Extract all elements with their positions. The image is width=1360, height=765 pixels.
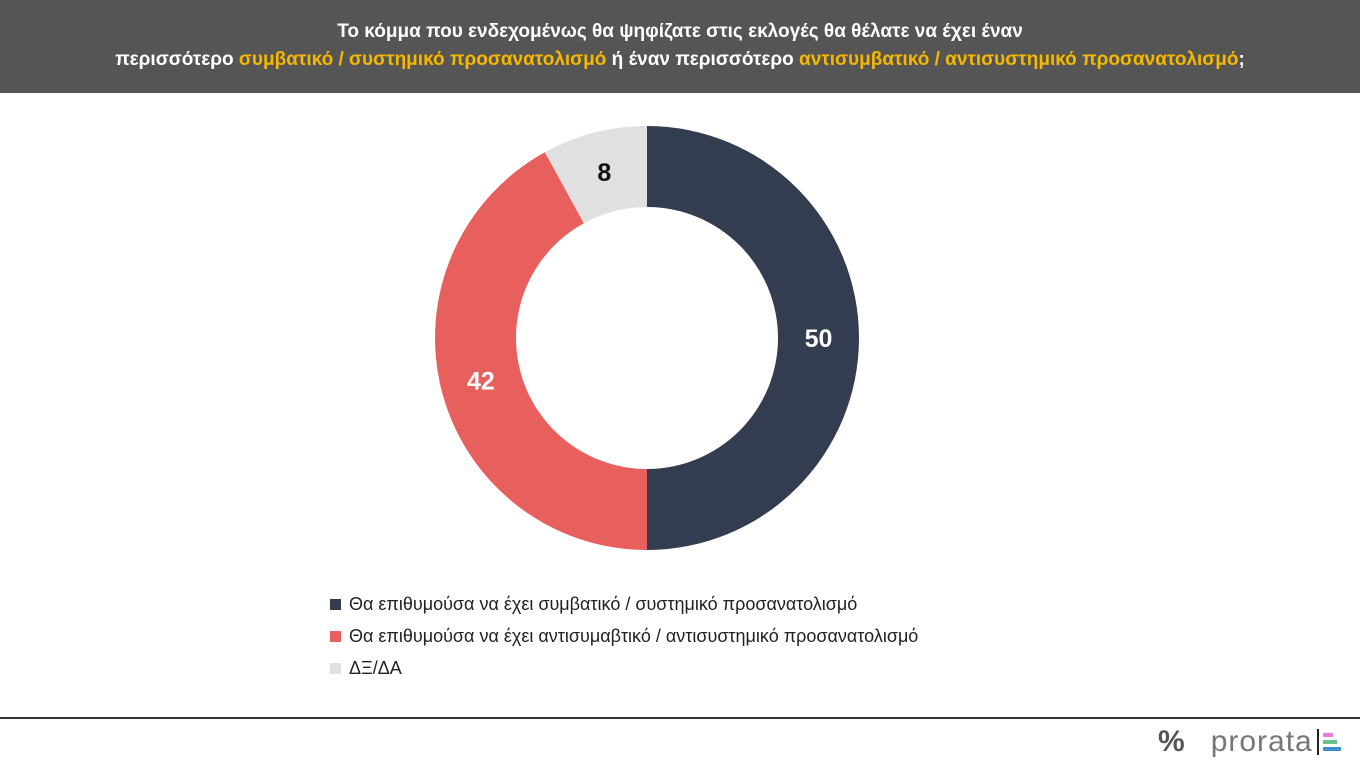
title-highlight-anti: αντισυμβατικό / αντισυστημικό προσανατολ… <box>799 49 1239 70</box>
title-line-2: περισσότερο συμβατικό / συστημικό προσαν… <box>0 46 1360 74</box>
title-text: ή έναν περισσότερο <box>606 49 800 70</box>
legend-swatch <box>330 662 341 674</box>
data-label: 8 <box>597 159 611 187</box>
footer-divider <box>0 717 1360 719</box>
chart-title: Το κόμμα που ενδεχομένως θα ψηφίζατε στι… <box>0 0 1360 93</box>
legend-swatch <box>330 630 341 642</box>
legend-item: Θα επιθυμούσα να έχει συμβατικό / συστημ… <box>330 588 918 620</box>
title-text: ; <box>1238 49 1245 70</box>
data-label: 50 <box>805 325 833 353</box>
legend-label: Θα επιθυμούσα να έχει αντισυμαβτικό / αν… <box>349 625 919 646</box>
percent-icon: % <box>1158 725 1185 758</box>
donut-slice <box>647 126 859 550</box>
legend: Θα επιθυμούσα να έχει συμβατικό / συστημ… <box>330 588 918 684</box>
prorata-logo: % prorata <box>1158 722 1341 762</box>
title-line-1: Το κόμμα που ενδεχομένως θα ψηφίζατε στι… <box>337 21 1023 42</box>
title-highlight-conventional: συμβατικό / συστημικό προσανατολισμό <box>238 49 607 70</box>
legend-label: ΔΞ/ΔΑ <box>349 657 402 678</box>
donut-chart: 50 42 8 <box>435 126 859 550</box>
legend-swatch <box>330 598 341 610</box>
brand-name: prorata <box>1210 725 1313 758</box>
legend-item: Θα επιθυμούσα να έχει αντισυμαβτικό / αν… <box>330 620 918 652</box>
donut-slice <box>544 126 647 224</box>
title-text: περισσότερο <box>115 49 239 70</box>
legend-item: ΔΞ/ΔΑ <box>330 652 918 684</box>
data-label: 42 <box>467 368 495 396</box>
legend-label: Θα επιθυμούσα να έχει συμβατικό / συστημ… <box>349 593 858 614</box>
donut-slice <box>435 152 647 550</box>
bars-icon <box>1316 729 1341 755</box>
